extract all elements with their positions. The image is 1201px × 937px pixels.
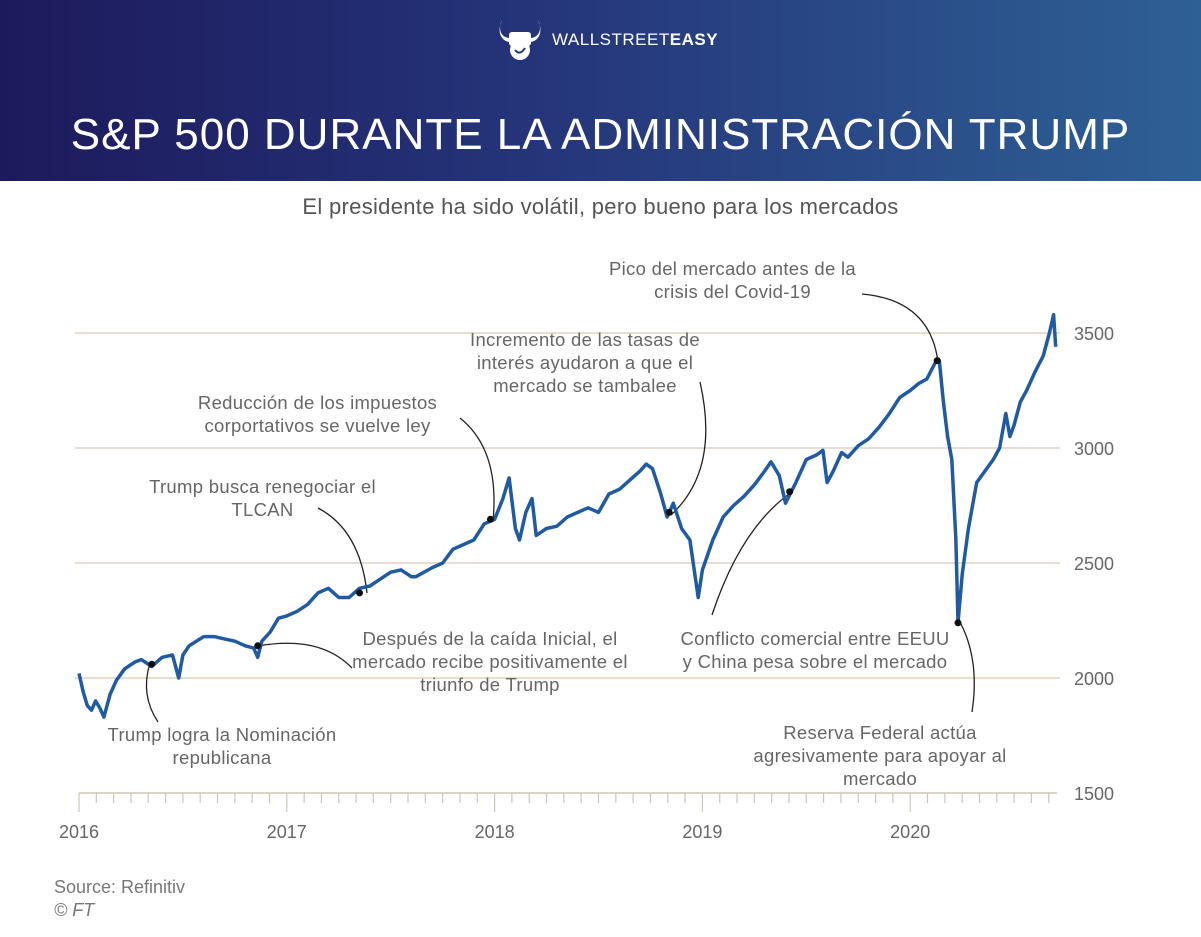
annotation-nafta: Trump busca renegociar el TLCAN [149,476,376,520]
header-banner: WALLSTREETEASY S&P 500 DURANTE LA ADMINI… [0,0,1201,181]
y-tick-label: 2000 [1074,669,1114,689]
x-tick-label: 2019 [682,822,722,842]
leader-fed [959,621,975,713]
annotation-dot-rates [665,508,673,516]
brand-name-light: WALLSTREET [552,30,670,49]
annotation-fed: Reserva Federal actúa agresivamente para… [753,722,1007,789]
annotation-dot-nafta [356,589,364,597]
sp500-series-line [77,312,1058,719]
leader-peak [861,293,939,363]
annotation-rates: Incremento de las tasas de interés ayuda… [470,329,700,396]
leader-election [257,642,353,669]
annotation-dot-nomination [148,660,156,668]
chart-title: S&P 500 DURANTE LA ADMINISTRACIÓN TRUMP [70,110,1131,159]
bull-fist-icon [499,20,541,60]
annotation-dot-tax [486,515,494,523]
annotation-dot-trade [786,488,794,496]
annotation-dot-fed [954,619,962,627]
x-tick-label: 2018 [475,822,515,842]
annotation-trade: Conflicto comercial entre EEUU y China p… [680,628,950,672]
y-tick-label: 3500 [1074,324,1114,344]
x-tick-label: 2017 [267,822,307,842]
leader-nafta [317,507,368,594]
annotation-dot-peak [933,357,941,365]
annotation-peak: Pico del mercado antes de la crisis del … [609,258,856,302]
copyright-text: © FT [54,900,95,920]
annotation-dot-election [254,642,262,650]
y-tick-label: 1500 [1074,784,1114,804]
leader-nomination [145,662,159,723]
annotation-nomination: Trump logra la Nominación republicana [107,724,337,768]
leader-tax [459,417,495,522]
y-tick-label: 2500 [1074,554,1114,574]
source-note: Source: Refinitiv © FT [54,876,185,922]
chart-subtitle: El presidente ha sido volátil, pero buen… [302,194,899,219]
source-text: Source: Refinitiv [54,877,186,897]
annotation-tax: Reducción de los impuestos corportativos… [197,392,438,436]
leader-rates [670,381,707,516]
brand-name-bold: EASY [669,30,719,49]
x-tick-label: 2016 [59,822,99,842]
leader-trade [711,493,790,616]
annotation-election: Después de la caída Inicial, el mercado … [352,628,628,695]
y-tick-label: 3000 [1074,439,1114,459]
brand-logo: WALLSTREETEASY [498,18,718,62]
x-tick-label: 2020 [890,822,930,842]
